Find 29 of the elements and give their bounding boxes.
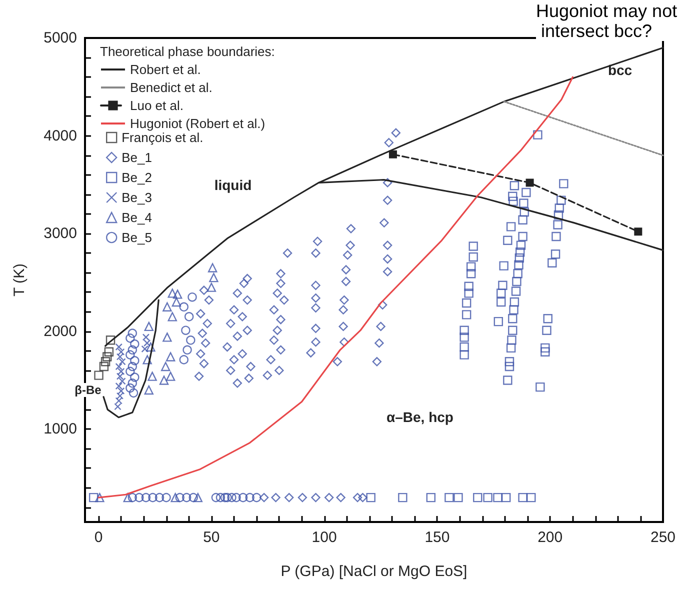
legend-title: Theoretical phase boundaries: [100, 44, 275, 59]
legend-label: Hugoniot (Robert et al.) [130, 116, 266, 131]
annotation: Hugoniot may not intersect bcc? [536, 1, 678, 41]
legend-label: Be_3 [122, 190, 152, 205]
y-tick-label: 3000 [44, 225, 77, 242]
x-tick-label: 0 [94, 529, 103, 546]
legend-label: Be_4 [122, 210, 152, 225]
annotation: β-Be [74, 383, 102, 397]
x-tick-label: 200 [538, 529, 563, 546]
y-axis-title: T (K) [11, 263, 28, 297]
legend-label: Be_1 [122, 150, 152, 165]
annotation: α–Be, hcp [386, 409, 454, 425]
x-tick-label: 150 [424, 529, 450, 546]
legend-label: Benedict et al. [130, 80, 212, 95]
legend-label: Be_5 [122, 230, 152, 245]
annotation: bcc [608, 62, 632, 78]
y-tick-label: 1000 [44, 420, 77, 438]
legend-label: Be_2 [122, 170, 152, 185]
legend-label: Luo et al. [130, 98, 184, 113]
x-tick-label: 50 [203, 529, 220, 546]
y-tick-label: 2000 [44, 322, 77, 340]
x-axis-title: P (GPa) [NaCl or MgO EoS] [280, 563, 468, 580]
y-tick-label: 4000 [44, 127, 77, 144]
annotation: liquid [214, 177, 252, 193]
legend-label: Robert et al. [130, 62, 201, 77]
x-tick-label: 250 [650, 529, 676, 546]
legend-label: François et al. [122, 130, 204, 145]
y-tick-label: 5000 [44, 30, 77, 46]
x-tick-label: 100 [312, 529, 337, 546]
